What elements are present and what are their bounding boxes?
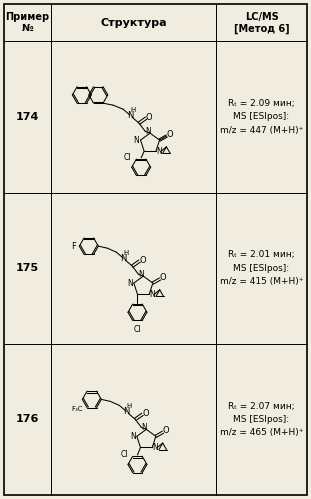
Text: Cl: Cl bbox=[134, 325, 141, 334]
Text: Rₜ = 2.01 мин;
MS [ESIpos]:
m/z = 415 (M+H)⁺: Rₜ = 2.01 мин; MS [ESIpos]: m/z = 415 (M… bbox=[220, 250, 303, 286]
Text: H: H bbox=[130, 107, 136, 113]
Text: N: N bbox=[127, 111, 133, 120]
Text: Структура: Структура bbox=[100, 17, 167, 27]
Text: Rₜ = 2.07 мин;
MS [ESIpos]:
m/z = 465 (M+H)⁺: Rₜ = 2.07 мин; MS [ESIpos]: m/z = 465 (M… bbox=[220, 402, 303, 437]
Text: N: N bbox=[127, 278, 133, 287]
Text: N: N bbox=[134, 136, 139, 145]
Text: O: O bbox=[139, 255, 146, 264]
Text: O: O bbox=[163, 426, 169, 435]
Text: F: F bbox=[72, 242, 76, 250]
Text: Cl: Cl bbox=[120, 450, 128, 459]
Text: O: O bbox=[142, 409, 149, 418]
Text: Rₜ = 2.09 мин;
MS [ESIpos]:
m/z = 447 (M+H)⁺: Rₜ = 2.09 мин; MS [ESIpos]: m/z = 447 (M… bbox=[220, 99, 303, 135]
Text: N: N bbox=[156, 147, 162, 156]
Text: O: O bbox=[166, 130, 173, 139]
Text: LC/MS
[Метод 6]: LC/MS [Метод 6] bbox=[234, 11, 289, 33]
Text: N: N bbox=[138, 269, 144, 278]
Text: H: H bbox=[124, 250, 129, 256]
Text: N: N bbox=[123, 407, 129, 416]
Text: N: N bbox=[152, 443, 158, 452]
Text: 175: 175 bbox=[16, 263, 39, 273]
Text: Пример
№: Пример № bbox=[5, 12, 49, 33]
Text: H: H bbox=[127, 403, 132, 409]
Text: N: N bbox=[145, 127, 151, 136]
Text: N: N bbox=[120, 253, 127, 262]
Text: N: N bbox=[142, 423, 147, 432]
Text: 174: 174 bbox=[16, 112, 39, 122]
Text: N: N bbox=[130, 432, 136, 441]
Text: O: O bbox=[160, 272, 166, 281]
Text: 176: 176 bbox=[16, 414, 39, 424]
Text: F₃C: F₃C bbox=[72, 406, 83, 412]
Text: Cl: Cl bbox=[124, 153, 132, 162]
Text: N: N bbox=[149, 290, 155, 299]
Text: O: O bbox=[146, 113, 152, 122]
